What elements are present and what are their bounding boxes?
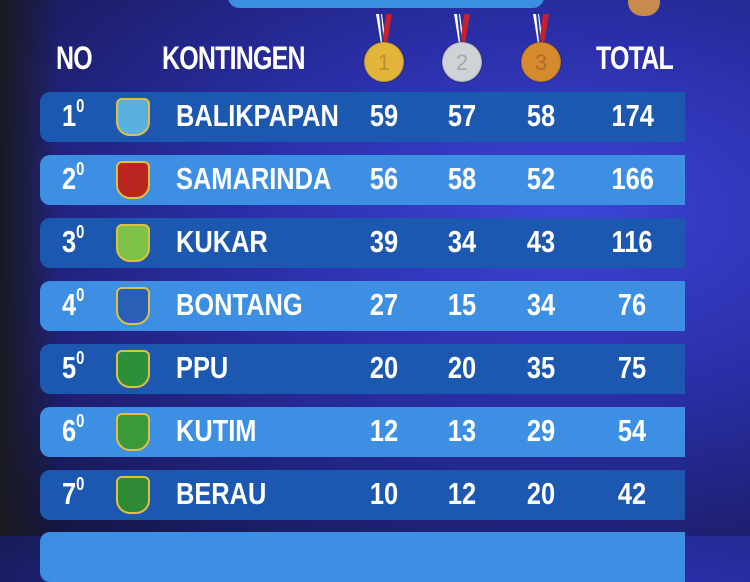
- kontingen-name: BONTANG: [176, 287, 303, 322]
- table-row: 20 SAMARINDA 56 58 52 166: [40, 155, 685, 205]
- rank: 30: [62, 222, 85, 259]
- gold-count: 39: [369, 224, 399, 259]
- bronze-medal-icon: 3: [520, 14, 562, 83]
- kontingen-emblem-icon: [116, 161, 150, 199]
- svg-text:2: 2: [456, 50, 468, 75]
- silver-count: 12: [447, 476, 477, 511]
- table-row: 60 KUTIM 12 13 29 54: [40, 407, 685, 457]
- silver-count: 58: [447, 161, 477, 196]
- total-count: 174: [611, 98, 654, 133]
- kontingen-emblem-icon: [116, 350, 150, 388]
- silver-count: 57: [447, 98, 477, 133]
- kontingen-name: PPU: [176, 350, 229, 385]
- rank: 60: [62, 411, 85, 448]
- kontingen-emblem-icon: [116, 287, 150, 325]
- total-count: 75: [617, 350, 647, 385]
- gold-count: 20: [369, 350, 399, 385]
- table-row-partial: [40, 532, 685, 582]
- total-count: 54: [617, 413, 647, 448]
- silver-count: 20: [447, 350, 477, 385]
- silver-count: 34: [447, 224, 477, 259]
- silver-count: 13: [447, 413, 477, 448]
- header-kontingen: KONTINGEN: [162, 40, 306, 76]
- kontingen-name: BALIKPAPAN: [176, 98, 339, 133]
- bronze-count: 29: [526, 413, 556, 448]
- total-count: 116: [611, 224, 653, 259]
- svg-text:3: 3: [535, 50, 547, 75]
- table-row: 70 BERAU 10 12 20 42: [40, 470, 685, 520]
- gold-count: 27: [369, 287, 399, 322]
- update-banner: [228, 0, 544, 8]
- kontingen-emblem-icon: [116, 476, 150, 514]
- gold-count: 56: [369, 161, 399, 196]
- rank: 10: [62, 96, 85, 133]
- rank: 70: [62, 474, 85, 511]
- rank: 20: [62, 159, 85, 196]
- gold-medal-icon: 1: [363, 14, 405, 83]
- kontingen-emblem-icon: [116, 98, 150, 136]
- total-count: 166: [611, 161, 654, 196]
- bronze-count: 35: [526, 350, 556, 385]
- kontingen-name: SAMARINDA: [176, 161, 332, 196]
- kontingen-name: BERAU: [176, 476, 267, 511]
- header-total: TOTAL: [596, 40, 674, 76]
- total-count: 42: [617, 476, 647, 511]
- silver-medal-icon: 2: [441, 14, 483, 83]
- bronze-count: 43: [526, 224, 556, 259]
- bronze-count: 58: [526, 98, 556, 133]
- bronze-count: 20: [526, 476, 556, 511]
- header-no: NO: [56, 40, 93, 76]
- kontingen-name: KUTIM: [176, 413, 257, 448]
- table-row: 10 BALIKPAPAN 59 57 58 174: [40, 92, 685, 142]
- gold-count: 10: [369, 476, 399, 511]
- kontingen-emblem-icon: [116, 224, 150, 262]
- total-count: 76: [617, 287, 647, 322]
- mascot-decoration: [628, 0, 660, 16]
- rank: 50: [62, 348, 85, 385]
- bronze-count: 52: [526, 161, 556, 196]
- table-row: 40 BONTANG 27 15 34 76: [40, 281, 685, 331]
- rank: 40: [62, 285, 85, 322]
- kontingen-emblem-icon: [116, 413, 150, 451]
- svg-text:1: 1: [378, 50, 390, 75]
- gold-count: 59: [369, 98, 399, 133]
- table-row: 50 PPU 20 20 35 75: [40, 344, 685, 394]
- silver-count: 15: [447, 287, 477, 322]
- kontingen-name: KUKAR: [176, 224, 268, 259]
- gold-count: 12: [369, 413, 399, 448]
- table-row: 30 KUKAR 39 34 43 116: [40, 218, 685, 268]
- bronze-count: 34: [526, 287, 556, 322]
